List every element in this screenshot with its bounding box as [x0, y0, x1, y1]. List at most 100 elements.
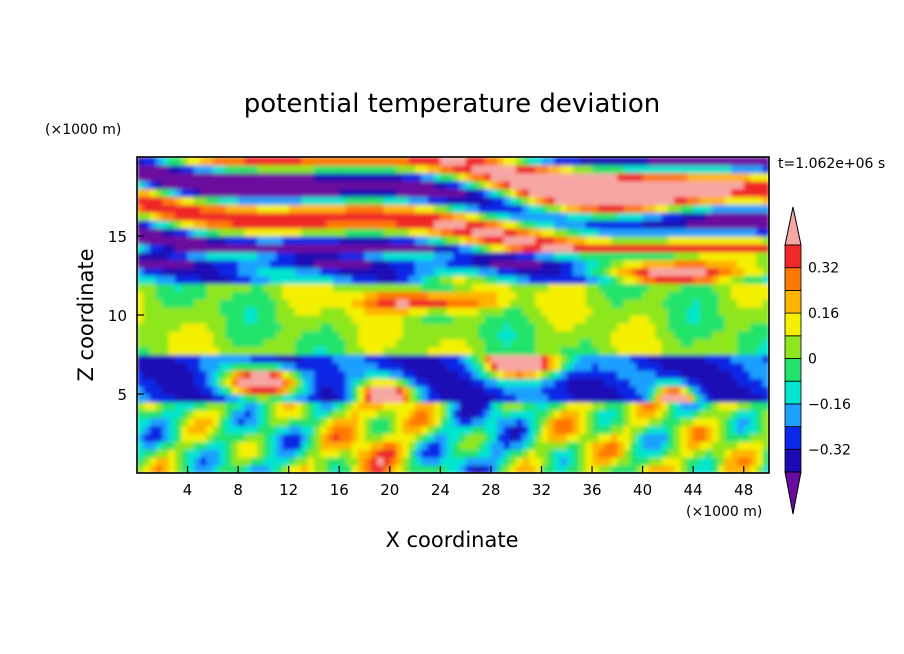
field-cell [617, 283, 625, 292]
field-cell [383, 291, 391, 300]
field-cell [257, 251, 264, 261]
field-cell [389, 275, 397, 284]
field-cell [629, 275, 637, 284]
field-cell [617, 322, 625, 332]
field-cell [604, 196, 612, 205]
field-cell [592, 157, 599, 166]
field-cell [326, 180, 334, 190]
field-cell [617, 315, 625, 324]
field-cell [509, 386, 517, 395]
field-cell [295, 433, 302, 442]
field-cell [453, 346, 460, 356]
field-cell [181, 267, 189, 277]
field-cell [231, 338, 239, 348]
field-cell [370, 196, 378, 205]
field-cell [465, 291, 473, 300]
field-cell [516, 157, 524, 166]
field-cell [225, 251, 233, 261]
field-cell [446, 441, 454, 450]
field-cell [750, 409, 757, 419]
field-cell [756, 236, 764, 245]
field-cell [383, 307, 391, 316]
field-cell [459, 236, 467, 245]
field-cell [497, 315, 505, 324]
field-cell [731, 394, 738, 403]
field-cell [326, 196, 334, 205]
field-cell [509, 346, 517, 356]
field-cell [402, 236, 410, 245]
field-cell [756, 441, 764, 450]
field-cell [724, 267, 732, 277]
field-cell [446, 449, 454, 458]
field-cell [238, 283, 246, 292]
field-cell [427, 465, 435, 473]
field-cell [427, 307, 435, 316]
field-cell [440, 204, 448, 213]
field-cell [446, 433, 454, 442]
field-cell [762, 259, 769, 269]
field-cell [636, 157, 644, 166]
field-cell [276, 172, 283, 182]
field-cell [389, 465, 397, 473]
field-cell [206, 378, 214, 387]
field-cell [528, 441, 536, 450]
field-cell [225, 164, 233, 174]
field-cell [522, 228, 530, 237]
field-cell [174, 378, 182, 387]
x-tick-label: 36 [582, 481, 601, 499]
field-cell [174, 172, 182, 182]
field-cell [604, 346, 612, 356]
field-cell [478, 275, 486, 284]
field-cell [648, 291, 656, 300]
field-cell [446, 180, 454, 190]
field-cell [193, 180, 201, 190]
field-cell [427, 370, 435, 379]
field-cell [434, 449, 441, 458]
field-cell [724, 180, 732, 190]
field-cell [396, 236, 404, 245]
field-cell [434, 172, 441, 182]
field-cell [471, 188, 479, 198]
field-cell [743, 243, 751, 253]
field-cell [629, 354, 637, 363]
field-cell [541, 180, 549, 190]
field-cell [667, 228, 675, 237]
field-cell [573, 441, 580, 450]
field-cell [313, 354, 321, 363]
field-cell [415, 409, 422, 419]
field-cell [250, 164, 258, 174]
field-cell [421, 204, 429, 213]
field-cell [693, 441, 701, 450]
field-cell [453, 259, 460, 269]
field-cell [547, 330, 555, 340]
field-cell [174, 188, 182, 198]
field-cell [699, 243, 707, 253]
field-cell [408, 338, 416, 348]
field-cell [705, 204, 713, 213]
field-cell [187, 401, 195, 411]
field-cell [756, 251, 764, 261]
field-cell [181, 338, 189, 348]
field-cell [174, 220, 182, 229]
field-cell [446, 204, 454, 213]
field-cell [667, 338, 675, 348]
field-cell [276, 433, 283, 442]
field-cell [528, 315, 536, 324]
field-cell [629, 370, 637, 379]
field-cell [623, 283, 631, 292]
field-cell [193, 204, 201, 213]
field-cell [168, 401, 176, 411]
field-cell [655, 164, 663, 174]
colorbar-swatch [784, 335, 802, 359]
field-cell [598, 188, 606, 198]
field-cell [756, 370, 764, 379]
field-cell [402, 291, 410, 300]
field-cell [750, 346, 757, 356]
x-tick-label: 24 [431, 481, 450, 499]
field-cell [200, 394, 208, 403]
field-cell [168, 417, 176, 427]
field-cell [263, 409, 271, 419]
field-cell [655, 449, 663, 458]
field-cell [282, 291, 290, 300]
field-cell [250, 457, 258, 466]
